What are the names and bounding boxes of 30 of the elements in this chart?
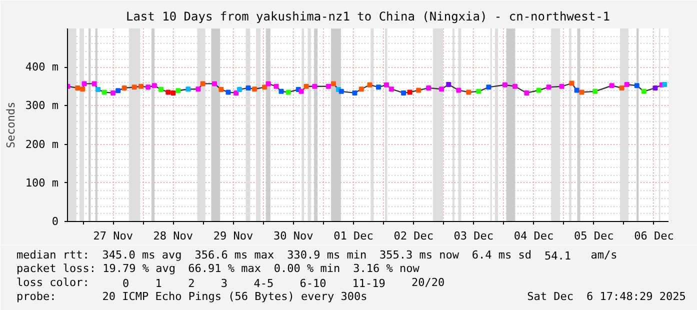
y-tick-label: 0 [52,215,58,228]
text: median rtt: 345.0 ms avg 356.6 ms max 330.9 ms min 355.3 ms now 6.4 ms sd 54.1 am/s [16,248,618,262]
y-tick-label: 400 m [25,60,59,74]
text: 0 [122,277,130,290]
text: 1 [155,277,162,290]
text: 2 [188,277,195,290]
text: 3 [220,277,228,290]
text: Sat Dec 6 17:48:29 2025 [527,290,686,303]
x-tick-label: 27 Nov [93,230,134,242]
x-tick-label: 03 Dec [454,230,494,242]
text: 20/20 [412,276,445,289]
y-tick-label: 300 m [25,99,59,112]
y-tick-label: 200 m [25,138,59,151]
text: packet loss: 19.79 % avg 66.91 % max 0.00 % min 3.16 % now [16,262,420,275]
text: 4-5 [254,277,274,290]
x-tick-label: 02 Dec [394,230,434,242]
text: loss color: [16,276,90,289]
x-tick-label: 06 Dec [634,230,674,242]
chart-title: Last 10 Days from yakushima-nz1 to China (Ningxia) - cn-northwest-1 [126,10,610,24]
text: 6-10 [300,277,326,290]
y-tick-label: 100 m [25,176,59,190]
y-axis-title: Seconds [4,102,18,148]
x-tick-label: 01 Dec [334,230,374,242]
text: probe: 20 ICMP Echo Pings (56 Bytes) every 300s [16,290,368,303]
text: 11-19 [352,277,386,290]
x-tick-label: 04 Dec [514,230,554,242]
x-tick-label: 30 Nov [274,230,314,242]
x-tick-label: 05 Dec [574,230,614,242]
x-tick-label: 29 Nov [213,230,254,242]
x-tick-label: 28 Nov [153,230,194,242]
